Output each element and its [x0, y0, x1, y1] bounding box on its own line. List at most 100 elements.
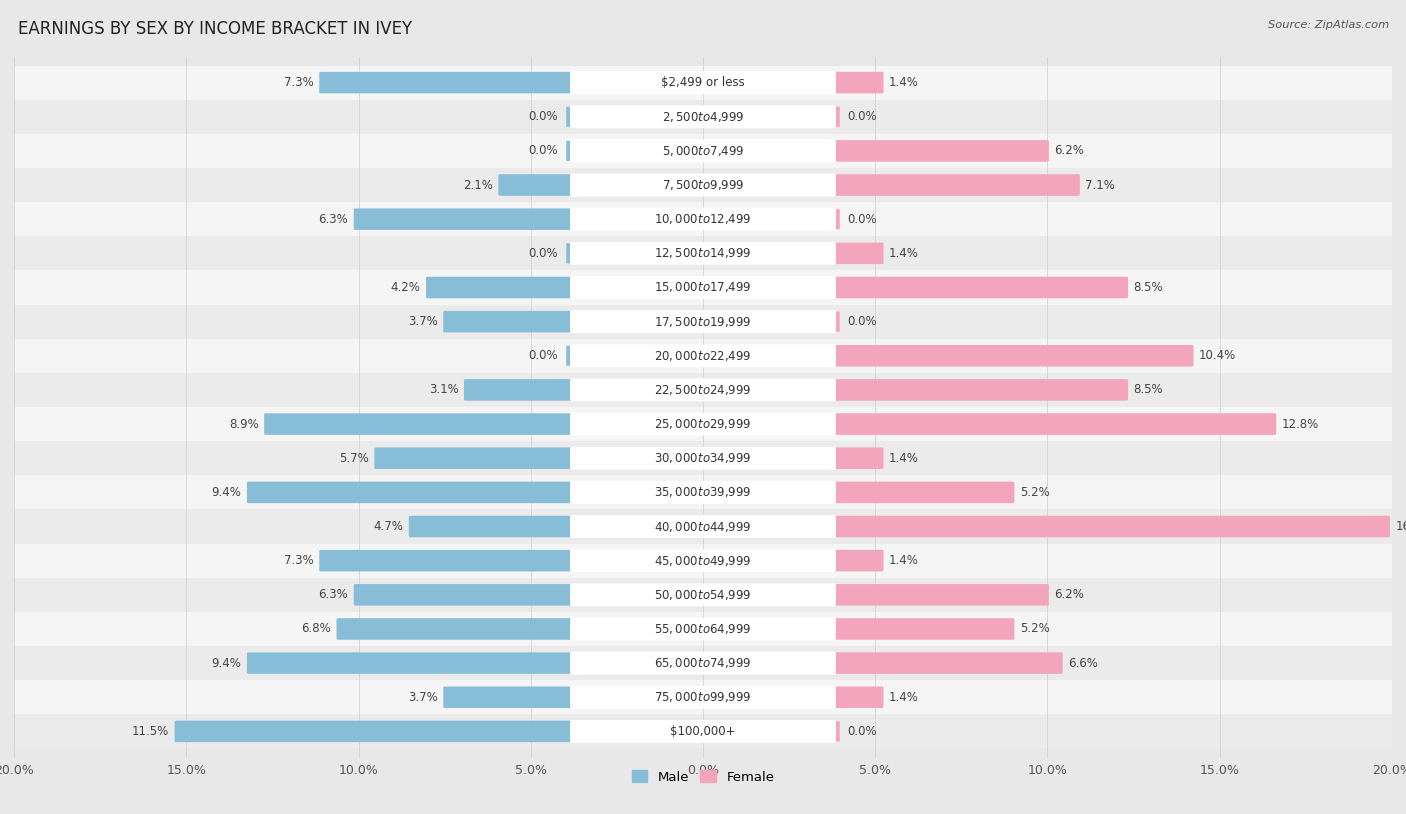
- Bar: [0, 65, 1406, 99]
- Text: $5,000 to $7,499: $5,000 to $7,499: [662, 144, 744, 158]
- FancyBboxPatch shape: [569, 208, 837, 230]
- FancyBboxPatch shape: [834, 209, 839, 230]
- FancyBboxPatch shape: [569, 652, 837, 675]
- Bar: [0, 715, 1406, 749]
- Text: 0.0%: 0.0%: [529, 349, 558, 362]
- Bar: [0, 168, 1406, 202]
- Text: $100,000+: $100,000+: [671, 725, 735, 738]
- Text: 8.9%: 8.9%: [229, 418, 259, 431]
- FancyBboxPatch shape: [832, 277, 1128, 298]
- FancyBboxPatch shape: [569, 515, 837, 538]
- FancyBboxPatch shape: [834, 721, 839, 742]
- FancyBboxPatch shape: [264, 414, 574, 435]
- Text: 4.2%: 4.2%: [391, 281, 420, 294]
- FancyBboxPatch shape: [832, 414, 1277, 435]
- Text: 6.3%: 6.3%: [318, 212, 349, 225]
- FancyBboxPatch shape: [832, 174, 1080, 196]
- Text: 6.2%: 6.2%: [1054, 589, 1084, 602]
- FancyBboxPatch shape: [426, 277, 574, 298]
- Text: $75,000 to $99,999: $75,000 to $99,999: [654, 690, 752, 704]
- FancyBboxPatch shape: [569, 413, 837, 435]
- Bar: [0, 99, 1406, 133]
- Text: 6.6%: 6.6%: [1069, 657, 1098, 670]
- Text: $2,499 or less: $2,499 or less: [661, 76, 745, 89]
- Text: 1.4%: 1.4%: [889, 452, 920, 465]
- Text: $50,000 to $54,999: $50,000 to $54,999: [654, 588, 752, 602]
- Text: $25,000 to $29,999: $25,000 to $29,999: [654, 417, 752, 431]
- Text: 12.8%: 12.8%: [1282, 418, 1319, 431]
- Bar: [0, 475, 1406, 510]
- FancyBboxPatch shape: [569, 584, 837, 606]
- FancyBboxPatch shape: [832, 550, 883, 571]
- FancyBboxPatch shape: [247, 652, 574, 674]
- FancyBboxPatch shape: [569, 173, 837, 196]
- Text: $17,500 to $19,999: $17,500 to $19,999: [654, 315, 752, 329]
- FancyBboxPatch shape: [832, 345, 1194, 366]
- Text: 9.4%: 9.4%: [211, 486, 242, 499]
- Text: 8.5%: 8.5%: [1133, 281, 1163, 294]
- FancyBboxPatch shape: [834, 312, 839, 331]
- Bar: [0, 270, 1406, 304]
- Text: 5.2%: 5.2%: [1019, 623, 1050, 636]
- Text: $20,000 to $22,499: $20,000 to $22,499: [654, 348, 752, 363]
- Text: 6.3%: 6.3%: [318, 589, 349, 602]
- FancyBboxPatch shape: [569, 139, 837, 162]
- FancyBboxPatch shape: [319, 550, 574, 571]
- Text: $30,000 to $34,999: $30,000 to $34,999: [654, 451, 752, 466]
- FancyBboxPatch shape: [567, 346, 572, 365]
- Text: $15,000 to $17,499: $15,000 to $17,499: [654, 281, 752, 295]
- Legend: Male, Female: Male, Female: [626, 765, 780, 789]
- FancyBboxPatch shape: [832, 618, 1014, 640]
- Text: 0.0%: 0.0%: [848, 212, 877, 225]
- Text: $22,500 to $24,999: $22,500 to $24,999: [654, 383, 752, 397]
- Bar: [0, 202, 1406, 236]
- FancyBboxPatch shape: [374, 448, 574, 469]
- FancyBboxPatch shape: [569, 686, 837, 709]
- Text: Source: ZipAtlas.com: Source: ZipAtlas.com: [1268, 20, 1389, 30]
- Text: $35,000 to $39,999: $35,000 to $39,999: [654, 485, 752, 499]
- FancyBboxPatch shape: [409, 516, 574, 537]
- FancyBboxPatch shape: [832, 140, 1049, 162]
- FancyBboxPatch shape: [569, 379, 837, 401]
- FancyBboxPatch shape: [567, 141, 572, 161]
- FancyBboxPatch shape: [569, 310, 837, 333]
- Text: 5.2%: 5.2%: [1019, 486, 1050, 499]
- Text: $65,000 to $74,999: $65,000 to $74,999: [654, 656, 752, 670]
- FancyBboxPatch shape: [569, 618, 837, 641]
- FancyBboxPatch shape: [567, 243, 572, 264]
- Text: 0.0%: 0.0%: [529, 110, 558, 123]
- FancyBboxPatch shape: [567, 107, 572, 127]
- FancyBboxPatch shape: [832, 516, 1391, 537]
- FancyBboxPatch shape: [832, 448, 883, 469]
- FancyBboxPatch shape: [569, 549, 837, 572]
- Bar: [0, 339, 1406, 373]
- Text: 4.7%: 4.7%: [374, 520, 404, 533]
- Text: 7.1%: 7.1%: [1085, 178, 1115, 191]
- FancyBboxPatch shape: [443, 686, 574, 708]
- Text: 3.7%: 3.7%: [408, 315, 437, 328]
- FancyBboxPatch shape: [569, 71, 837, 94]
- Text: $10,000 to $12,499: $10,000 to $12,499: [654, 212, 752, 226]
- FancyBboxPatch shape: [354, 584, 574, 606]
- FancyBboxPatch shape: [569, 344, 837, 367]
- Bar: [0, 681, 1406, 715]
- FancyBboxPatch shape: [569, 481, 837, 504]
- Text: $45,000 to $49,999: $45,000 to $49,999: [654, 554, 752, 567]
- Text: 0.0%: 0.0%: [529, 144, 558, 157]
- Bar: [0, 646, 1406, 681]
- Text: 3.1%: 3.1%: [429, 383, 458, 396]
- Text: 11.5%: 11.5%: [132, 725, 169, 738]
- Bar: [0, 133, 1406, 168]
- FancyBboxPatch shape: [569, 276, 837, 299]
- FancyBboxPatch shape: [569, 242, 837, 265]
- Bar: [0, 304, 1406, 339]
- FancyBboxPatch shape: [832, 652, 1063, 674]
- Text: 6.8%: 6.8%: [301, 623, 330, 636]
- Text: 1.4%: 1.4%: [889, 76, 920, 89]
- FancyBboxPatch shape: [832, 482, 1014, 503]
- FancyBboxPatch shape: [319, 72, 574, 94]
- FancyBboxPatch shape: [336, 618, 574, 640]
- Text: 16.1%: 16.1%: [1395, 520, 1406, 533]
- FancyBboxPatch shape: [443, 311, 574, 332]
- FancyBboxPatch shape: [464, 379, 574, 400]
